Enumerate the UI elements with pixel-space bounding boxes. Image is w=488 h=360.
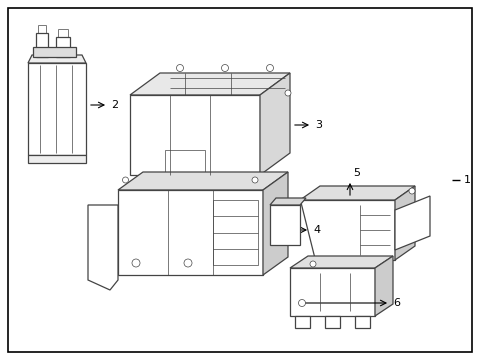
Circle shape [266, 64, 273, 72]
Polygon shape [289, 256, 392, 268]
Circle shape [309, 261, 315, 267]
Polygon shape [269, 205, 299, 245]
Polygon shape [294, 316, 309, 328]
Polygon shape [28, 155, 86, 163]
Text: 4: 4 [312, 225, 320, 235]
Text: 1: 1 [463, 175, 470, 185]
Polygon shape [164, 150, 204, 175]
Text: 2: 2 [111, 100, 118, 110]
Polygon shape [374, 256, 392, 316]
Text: 5: 5 [352, 168, 359, 178]
Polygon shape [33, 47, 76, 57]
Polygon shape [130, 95, 260, 175]
Polygon shape [354, 316, 369, 328]
Text: 6: 6 [392, 298, 399, 308]
Polygon shape [213, 200, 258, 265]
Polygon shape [325, 316, 339, 328]
Circle shape [122, 177, 128, 183]
Polygon shape [28, 55, 86, 63]
Circle shape [298, 300, 305, 306]
Polygon shape [28, 63, 86, 155]
Polygon shape [130, 73, 289, 95]
Polygon shape [118, 172, 287, 190]
Polygon shape [394, 196, 429, 250]
Text: 3: 3 [314, 120, 321, 130]
Circle shape [176, 64, 183, 72]
Polygon shape [56, 37, 70, 57]
Circle shape [221, 64, 228, 72]
Polygon shape [88, 205, 118, 290]
Circle shape [251, 177, 258, 183]
Circle shape [132, 259, 140, 267]
Polygon shape [118, 190, 263, 275]
Polygon shape [289, 268, 374, 316]
Circle shape [183, 259, 192, 267]
Polygon shape [299, 200, 394, 260]
Polygon shape [269, 198, 305, 205]
Polygon shape [299, 186, 414, 200]
Circle shape [408, 188, 414, 194]
Polygon shape [263, 172, 287, 275]
Polygon shape [394, 186, 414, 260]
Circle shape [285, 90, 290, 96]
Polygon shape [36, 33, 48, 57]
Polygon shape [260, 73, 289, 175]
